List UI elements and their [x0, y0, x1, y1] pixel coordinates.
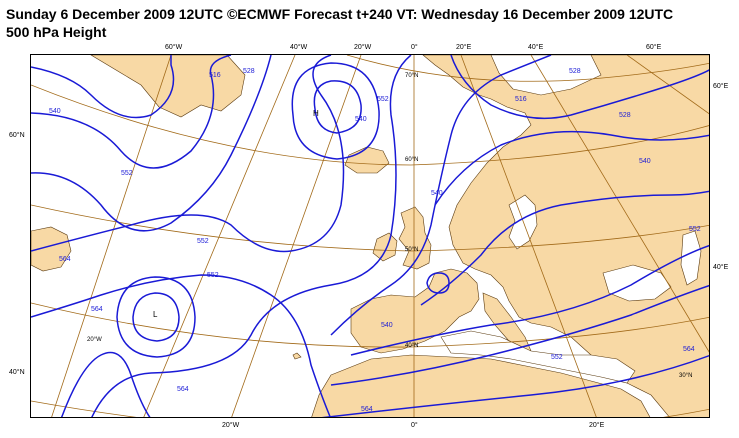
contour-540-sw [60, 351, 151, 417]
mediterranean [440, 330, 636, 384]
lon-label-60e-right: 60°E [713, 83, 729, 90]
contour-528-nw [31, 55, 232, 169]
contour-label: 564 [683, 346, 695, 353]
low-center-label: L [153, 310, 158, 319]
weather-map: 516 528 540 552 564 516 528 540 552 564 … [31, 55, 709, 417]
contour-552-e [420, 190, 709, 306]
contour-540-w [31, 55, 272, 232]
contour-label: 552 [689, 226, 701, 233]
contour-label: 528 [619, 112, 631, 119]
high-center-label: H [313, 109, 319, 118]
lon-label-0-bottom: 0° [411, 422, 418, 429]
great-britain [398, 206, 432, 270]
contour-label: 564 [177, 386, 189, 393]
contour-label: 516 [515, 96, 527, 103]
lon-20w [231, 55, 362, 417]
contour-540-c [330, 55, 552, 336]
lon-label-20e-top: 20°E [456, 44, 472, 51]
lon-label-60w-top: 60°W [165, 44, 183, 51]
contour-label: 540 [639, 158, 651, 165]
chart-title: Sunday 6 December 2009 12UTC ©ECMWF Fore… [6, 6, 674, 22]
contour-552-se [350, 244, 709, 356]
lon-label-40e-right: 40°E [713, 264, 729, 271]
lon-40w [143, 55, 296, 417]
contour-564-e [330, 284, 709, 386]
contour-564-w [31, 274, 331, 417]
high-center-ring-2 [291, 62, 380, 160]
lat-label-60n-left: 60°N [9, 132, 25, 139]
lon-label-40w-top: 40°W [290, 44, 308, 51]
contour-552-w [31, 55, 345, 253]
grid-label-60n: 60°N [405, 157, 418, 163]
graticule-lines [31, 55, 709, 417]
contour-label-group: 516 528 540 552 564 516 528 540 552 564 … [49, 68, 701, 413]
grid-label-20w: 20°W [87, 337, 102, 343]
high-center-ring-1 [313, 80, 362, 134]
contour-label: 564 [361, 406, 373, 413]
contour-564-se [321, 354, 709, 417]
lon-label-60e-top: 60°E [646, 44, 662, 51]
contour-label: 516 [209, 72, 221, 79]
contour-540-e [434, 130, 709, 206]
contour-label: 564 [91, 306, 103, 313]
greenland [90, 55, 246, 118]
contour-552-s [91, 55, 412, 417]
contour-528-e [450, 55, 709, 120]
lon-40e [530, 55, 709, 353]
caspian-sea [680, 230, 702, 286]
lon-20e [460, 55, 597, 417]
grid-label-30n: 30°N [679, 373, 692, 379]
contour-label: 528 [569, 68, 581, 75]
inner-grid-labels: 70°N 60°N 50°N 40°N 30°N 20°W [87, 73, 692, 379]
contour-label: 540 [381, 322, 393, 329]
contour-label: 552 [551, 354, 563, 361]
grid-label-70n: 70°N [405, 73, 418, 79]
lat-70n [346, 55, 709, 82]
lon-label-20w-bottom: 20°W [222, 422, 240, 429]
ireland [372, 232, 398, 262]
contour-label: 552 [207, 272, 219, 279]
chart-subtitle: 500 hPa Height [6, 24, 107, 40]
height-contours [31, 55, 709, 417]
grid-label-40n: 40°N [405, 343, 418, 349]
lon-label-20w-top: 20°W [354, 44, 372, 51]
pressure-centers: H L [153, 109, 319, 319]
small-loop-france [426, 272, 450, 294]
low-center-ring-2 [116, 276, 196, 358]
lat-60n [31, 84, 709, 166]
lat-label-40n-left: 40°N [9, 369, 25, 376]
contour-label: 552 [377, 96, 389, 103]
lon-label-40e-top: 40°E [528, 44, 544, 51]
contour-label: 540 [355, 116, 367, 123]
lon-label-0-top: 0° [411, 44, 418, 51]
newfoundland [31, 226, 72, 272]
contour-516-nw [31, 55, 175, 119]
lon-60w [51, 55, 172, 417]
low-center-ring-1 [132, 292, 180, 342]
lon-label-20e-bottom: 20°E [589, 422, 605, 429]
contour-label: 552 [197, 238, 209, 245]
contour-label: 540 [431, 190, 443, 197]
iceland [344, 146, 390, 174]
map-panel: 516 528 540 552 564 516 528 540 552 564 … [30, 54, 710, 418]
grid-label-50n: 50°N [405, 247, 418, 253]
contour-label: 552 [121, 170, 133, 177]
contour-label: 540 [49, 108, 61, 115]
north-africa [311, 354, 651, 417]
contour-label: 528 [243, 68, 255, 75]
lat-40n [31, 302, 709, 348]
contour-label: 564 [59, 256, 71, 263]
azores [292, 352, 302, 360]
lat-50n [31, 204, 709, 252]
